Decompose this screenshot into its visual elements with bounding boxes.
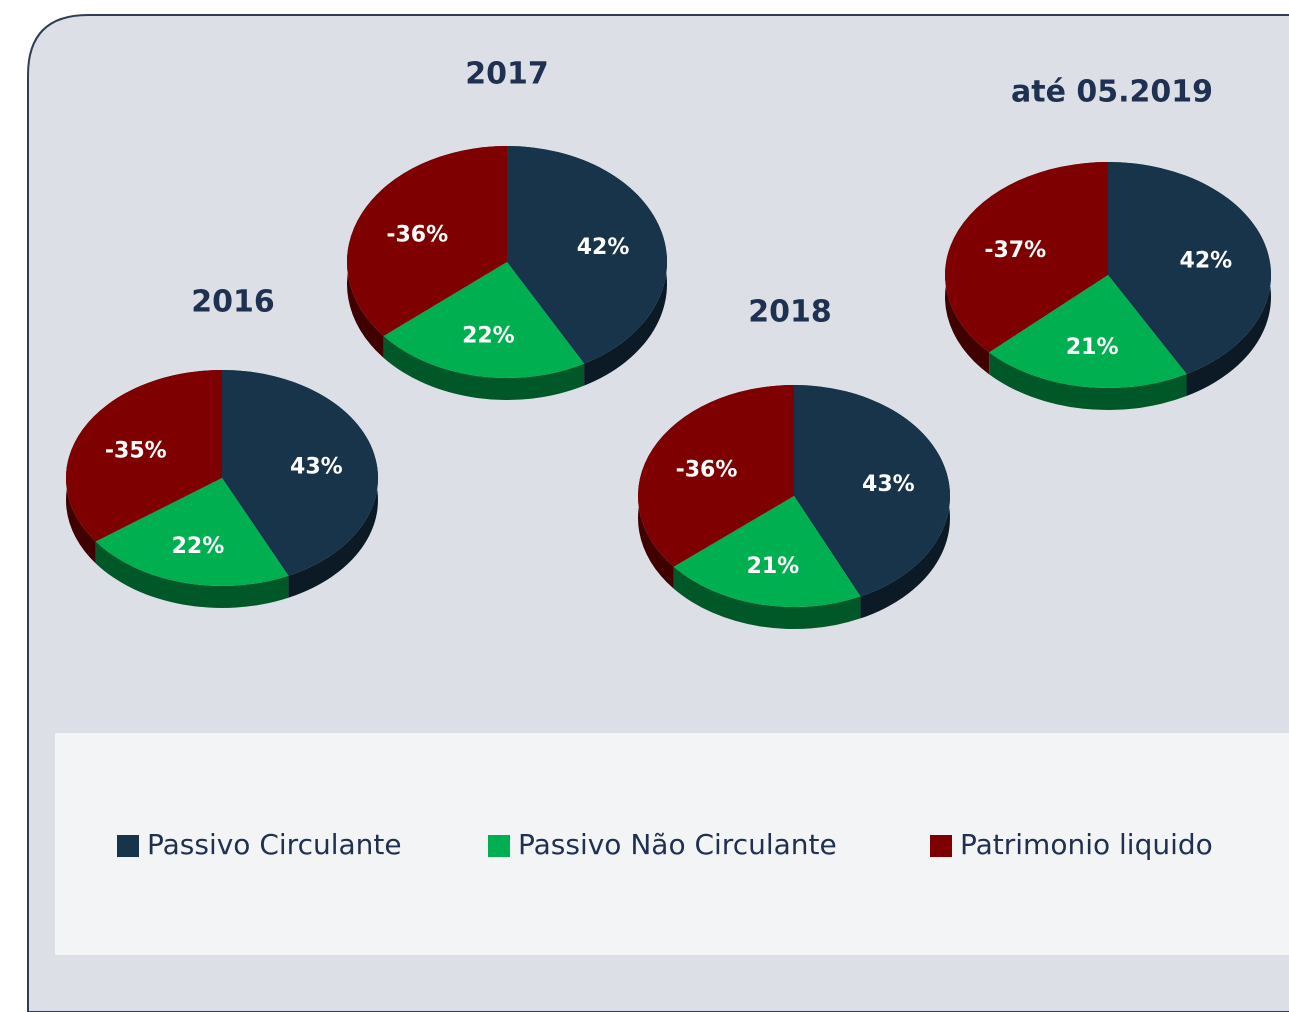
legend-swatch (488, 835, 510, 857)
slice (65, 369, 222, 542)
pie-title: 2018 (748, 295, 832, 330)
value-label: 22% (172, 534, 225, 559)
slice-side (989, 352, 1187, 410)
value-label: -36% (386, 222, 448, 247)
slice-side (95, 541, 289, 609)
slice (945, 161, 1108, 353)
slice (794, 385, 950, 597)
legend-label: Patrimonio liquido (960, 828, 1213, 861)
slice (383, 262, 585, 378)
value-label: -36% (676, 458, 738, 483)
slice (95, 478, 289, 586)
legend-label: Passivo Circulante (147, 828, 402, 861)
value-label: 22% (462, 324, 515, 349)
slice-side (673, 566, 861, 629)
legend-swatch (117, 835, 139, 857)
legend-box (55, 733, 1289, 955)
value-label: 43% (862, 472, 915, 497)
pie-title: 2017 (465, 57, 549, 92)
value-label: 42% (1180, 249, 1233, 274)
slice (989, 275, 1187, 388)
pie-title: até 05.2019 (1011, 75, 1213, 110)
value-label: -37% (984, 238, 1046, 263)
legend-swatch (930, 835, 952, 857)
slice (638, 385, 794, 567)
pie-title: 2016 (191, 285, 275, 320)
value-label: 42% (577, 235, 630, 260)
slice (507, 146, 667, 364)
value-label: 21% (747, 554, 800, 579)
value-label: 21% (1066, 335, 1119, 360)
value-label: 43% (290, 454, 343, 479)
slice (347, 146, 507, 336)
value-label: -35% (105, 439, 167, 464)
slice (673, 496, 861, 607)
slice (1108, 162, 1271, 375)
slice (222, 370, 378, 576)
legend-label: Passivo Não Circulante (518, 828, 837, 861)
slice-side (383, 335, 585, 400)
